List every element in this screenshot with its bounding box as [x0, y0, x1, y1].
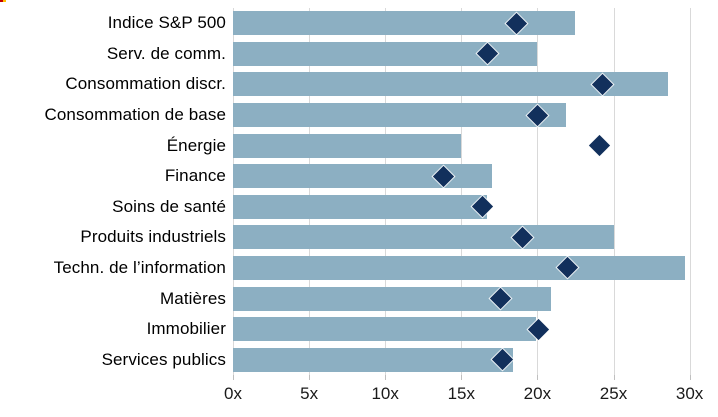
x-axis-tick-label: 10x — [371, 384, 399, 403]
value-bar — [233, 317, 536, 342]
x-axis-tick-label: 30x — [675, 384, 704, 403]
gridline-20x — [537, 8, 539, 375]
value-bar — [233, 255, 686, 280]
category-label: Immobilier — [146, 319, 226, 339]
category-label: Produits industriels — [80, 227, 226, 247]
value-bar — [233, 133, 462, 158]
value-bar — [233, 103, 567, 128]
category-label: Services publics — [101, 349, 226, 369]
average-diamond-marker — [589, 135, 611, 157]
x-axis-tick-label: 25x — [599, 384, 628, 403]
value-bar — [233, 347, 514, 372]
x-axis-tick-label: 20x — [523, 384, 552, 403]
corner-artifact-red — [0, 0, 3, 2]
gridline-0x — [233, 8, 234, 375]
category-label: Serv. de comm. — [106, 43, 226, 63]
gridline-15x — [461, 8, 463, 375]
category-label: Indice S&P 500 — [107, 13, 226, 33]
gridline-30x — [689, 8, 691, 375]
value-bar — [233, 225, 614, 250]
category-label: Énergie — [166, 135, 226, 155]
value-bar — [233, 194, 488, 219]
category-label: Consommation discr. — [65, 74, 226, 94]
category-label: Matières — [160, 288, 226, 308]
category-label: Techn. de l’information — [53, 257, 226, 277]
x-axis-tick-mark — [537, 375, 539, 380]
plot-area: 0x 5x 10x 15x 20x 25x 30x — [224, 0, 718, 417]
x-axis-tick-label: 5x — [300, 384, 319, 403]
x-axis-tick-mark — [385, 375, 387, 380]
gridline-10x — [385, 8, 387, 375]
gridline-5x — [309, 8, 311, 375]
category-label: Soins de santé — [112, 196, 226, 216]
x-axis-tick-mark — [613, 375, 615, 380]
x-axis-tick-label: 15x — [447, 384, 475, 403]
gridline-25x — [613, 8, 615, 375]
x-axis-tick-label: 0x — [224, 384, 242, 403]
category-label: Consommation de base — [44, 105, 226, 125]
x-axis-tick-mark — [233, 375, 234, 380]
corner-artifact-yellow — [3, 0, 6, 2]
x-axis-tick-mark — [309, 375, 311, 380]
category-label: Finance — [164, 166, 226, 186]
x-axis-tick-mark — [461, 375, 463, 380]
x-axis-tick-mark — [689, 375, 691, 380]
